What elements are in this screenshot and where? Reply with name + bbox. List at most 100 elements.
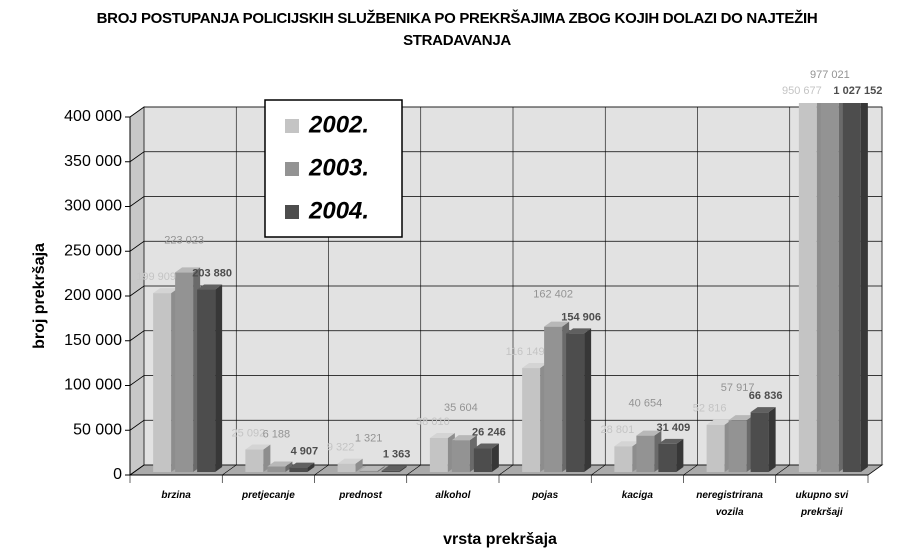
bar [245,444,271,472]
bar-side [263,444,271,472]
bar-top [337,458,363,464]
value-label: 26 246 [472,426,506,438]
bar-side [215,284,223,472]
legend-swatch [285,162,299,176]
y-tick-label: 250 000 [64,242,122,259]
bar-top [245,444,271,450]
bar [197,284,223,472]
bar [337,458,363,472]
bar-front [706,424,725,472]
bar [522,363,548,472]
value-label: 1 321 [355,433,383,445]
value-label: 57 917 [721,382,755,394]
bar-side [307,462,315,472]
bar-front [614,446,633,472]
category-divider [221,107,237,483]
bar-front [566,333,585,472]
bar-top [267,461,293,467]
x-tick-label: alkohol [435,490,471,501]
value-label: 977 021 [810,69,850,81]
bar [289,462,315,472]
x-tick-label: neregistrirana vozila [696,490,763,518]
value-label: 6 188 [263,428,291,440]
bar-front [175,272,194,472]
bar-front [197,289,216,472]
value-label: 199 909 [136,271,176,283]
legend-label: 2004. [308,197,369,224]
y-tick-label: 50 000 [73,421,122,438]
category-divider [314,107,329,483]
value-label: 950 677 [782,85,822,97]
bar-side [584,328,592,472]
bar-top [728,415,754,421]
category-divider [775,107,791,483]
bar-front [820,103,839,472]
bar-top [451,435,477,441]
category-divider [129,107,145,483]
x-tick-label: pretjecanje [241,490,295,501]
value-label: 35 604 [444,402,478,414]
bar-top [359,465,385,471]
x-tick-label: brzina [161,490,191,501]
bar-side [676,438,684,472]
bar [381,465,407,472]
legend-label: 2002. [308,111,369,138]
bar-front [522,368,541,472]
x-tick-label: pojas [532,490,559,501]
bar [614,441,640,472]
bar-front [842,103,861,472]
bar-side [491,443,499,472]
y-tick-label: 150 000 [64,332,122,349]
bar-front [798,103,817,472]
y-tick-label: 200 000 [64,287,122,304]
value-label: 223 023 [164,234,204,246]
bar-top [429,432,455,438]
y-tick-label: 400 000 [64,108,122,125]
value-label: 154 906 [561,311,601,323]
x-tick-label: ukupno svi prekršaji [795,490,849,518]
bar-front [750,412,769,472]
bar-front [267,466,286,472]
y-tick-label: 0 [113,466,122,483]
y-tick-label: 300 000 [64,198,122,215]
category-divider [590,107,606,483]
bar-top [706,419,732,425]
bar-front [658,443,677,472]
value-label: 25 092 [232,427,266,439]
chart-title: BROJ POSTUPANJA POLICIJSKIH SLUŽBENIKA P… [96,10,818,49]
legend-swatch [285,119,299,133]
legend-label: 2003. [308,154,369,181]
bar-front [359,470,378,472]
bar-top [175,267,201,273]
bar [359,465,385,472]
bar-front [289,467,308,472]
bar [728,415,754,472]
bar-top [381,465,407,471]
bar-side [355,458,363,472]
x-axis-label: vrsta prekršaja [443,531,557,548]
bar [636,430,662,472]
bar [544,321,570,472]
category-divider [683,107,698,483]
bar-side [377,465,385,472]
bar [429,432,455,472]
bar-front [544,326,563,472]
value-label: 38 010 [416,416,450,428]
bar-front [429,437,448,472]
category-divider [867,107,883,483]
value-label: 52 816 [693,403,727,415]
bar [473,443,499,472]
bar [566,328,592,472]
value-label: 1 027 152 [833,85,882,97]
bar-top [658,438,684,444]
y-axis-label: broj prekršaja [31,243,48,349]
bar-top [289,462,315,468]
bar-side [285,461,293,472]
value-label: 31 409 [657,422,691,434]
x-tick-label: kaciga [621,490,653,501]
bar [175,267,201,472]
value-label: 1 363 [383,449,411,461]
category-divider [406,107,422,483]
value-label: 40 654 [629,398,663,410]
